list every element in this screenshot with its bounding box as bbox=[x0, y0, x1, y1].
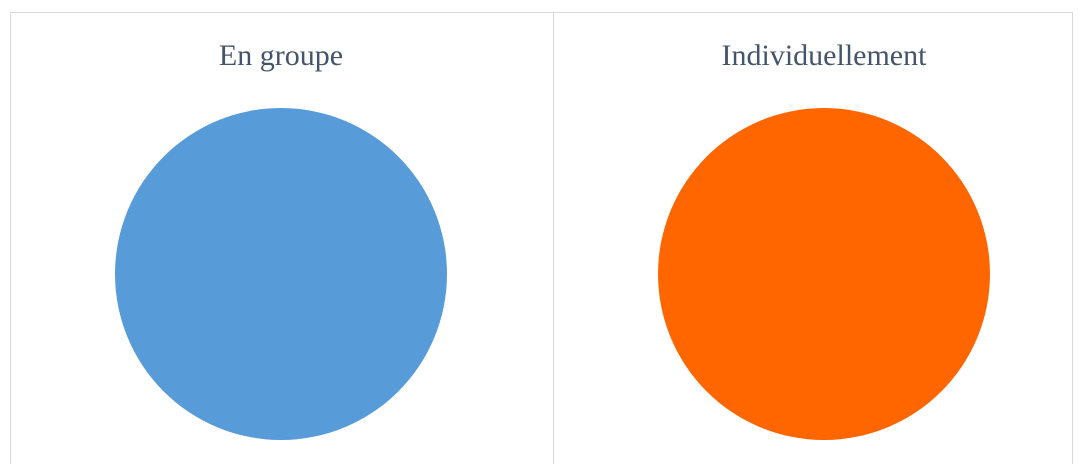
frame bbox=[10, 12, 1073, 464]
pie-slice bbox=[115, 108, 447, 440]
chart-title: Individuellement bbox=[722, 39, 928, 72]
chart-title: En groupe bbox=[219, 39, 343, 72]
pie-slice bbox=[658, 108, 990, 440]
